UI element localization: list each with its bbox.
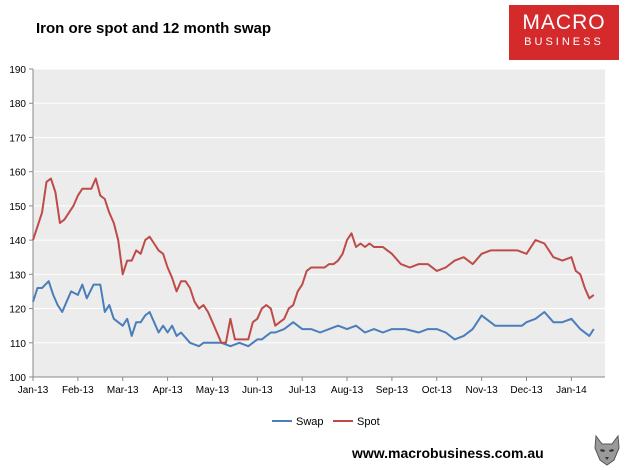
x-tick-label: Nov-13: [466, 385, 499, 396]
y-tick-label: 160: [9, 168, 26, 179]
y-tick-label: 140: [9, 236, 26, 247]
wolf-mascot-icon: [594, 434, 620, 466]
x-axis-ticks: Jan-13 Feb-13 Mar-13 Apr-13 May-13 Jun-13 Jul-…: [18, 377, 587, 396]
y-tick-label: 130: [9, 270, 26, 281]
x-tick-label: Aug-13: [331, 385, 364, 396]
x-tick-label: Jun-13: [242, 385, 273, 396]
y-tick-label: 100: [9, 373, 26, 384]
axes: [32, 69, 605, 378]
y-tick-label: 110: [10, 339, 26, 350]
series-line-swap: [32, 280, 595, 348]
x-tick-label: Oct-13: [422, 385, 452, 396]
legend: Swap Spot: [272, 416, 380, 428]
plot-area: [33, 69, 605, 377]
series-line-spot: [32, 177, 595, 344]
footer-url: www.macrobusiness.com.au: [352, 445, 544, 461]
y-tick-label: 150: [9, 202, 26, 213]
logo-text-business: BUSINESS: [524, 36, 604, 48]
y-axis-ticks: 100 110 120 130 140 150 160 170 180 190: [9, 65, 33, 384]
macrobusiness-logo: MACRO BUSINESS: [509, 5, 619, 60]
y-tick-label: 190: [9, 65, 26, 76]
chart-title: Iron ore spot and 12 month swap: [36, 20, 272, 37]
x-tick-label: Jan-14: [556, 385, 587, 396]
x-tick-label: Dec-13: [510, 385, 543, 396]
logo-text-macro: MACRO: [522, 11, 606, 34]
x-tick-label: Apr-13: [153, 385, 183, 396]
legend-label-swap: Swap: [296, 416, 324, 428]
legend-label-spot: Spot: [357, 416, 380, 428]
series-group: [32, 177, 595, 348]
x-tick-label: Jan-13: [18, 385, 49, 396]
gridlines: [33, 68, 605, 344]
y-tick-label: 170: [9, 133, 26, 144]
y-tick-label: 120: [9, 305, 26, 316]
x-tick-label: May-13: [196, 385, 230, 396]
x-tick-label: Sep-13: [376, 385, 409, 396]
y-tick-label: 180: [9, 99, 26, 110]
x-tick-label: Mar-13: [107, 385, 139, 396]
x-tick-label: Jul-13: [289, 385, 317, 396]
x-tick-label: Feb-13: [62, 385, 94, 396]
